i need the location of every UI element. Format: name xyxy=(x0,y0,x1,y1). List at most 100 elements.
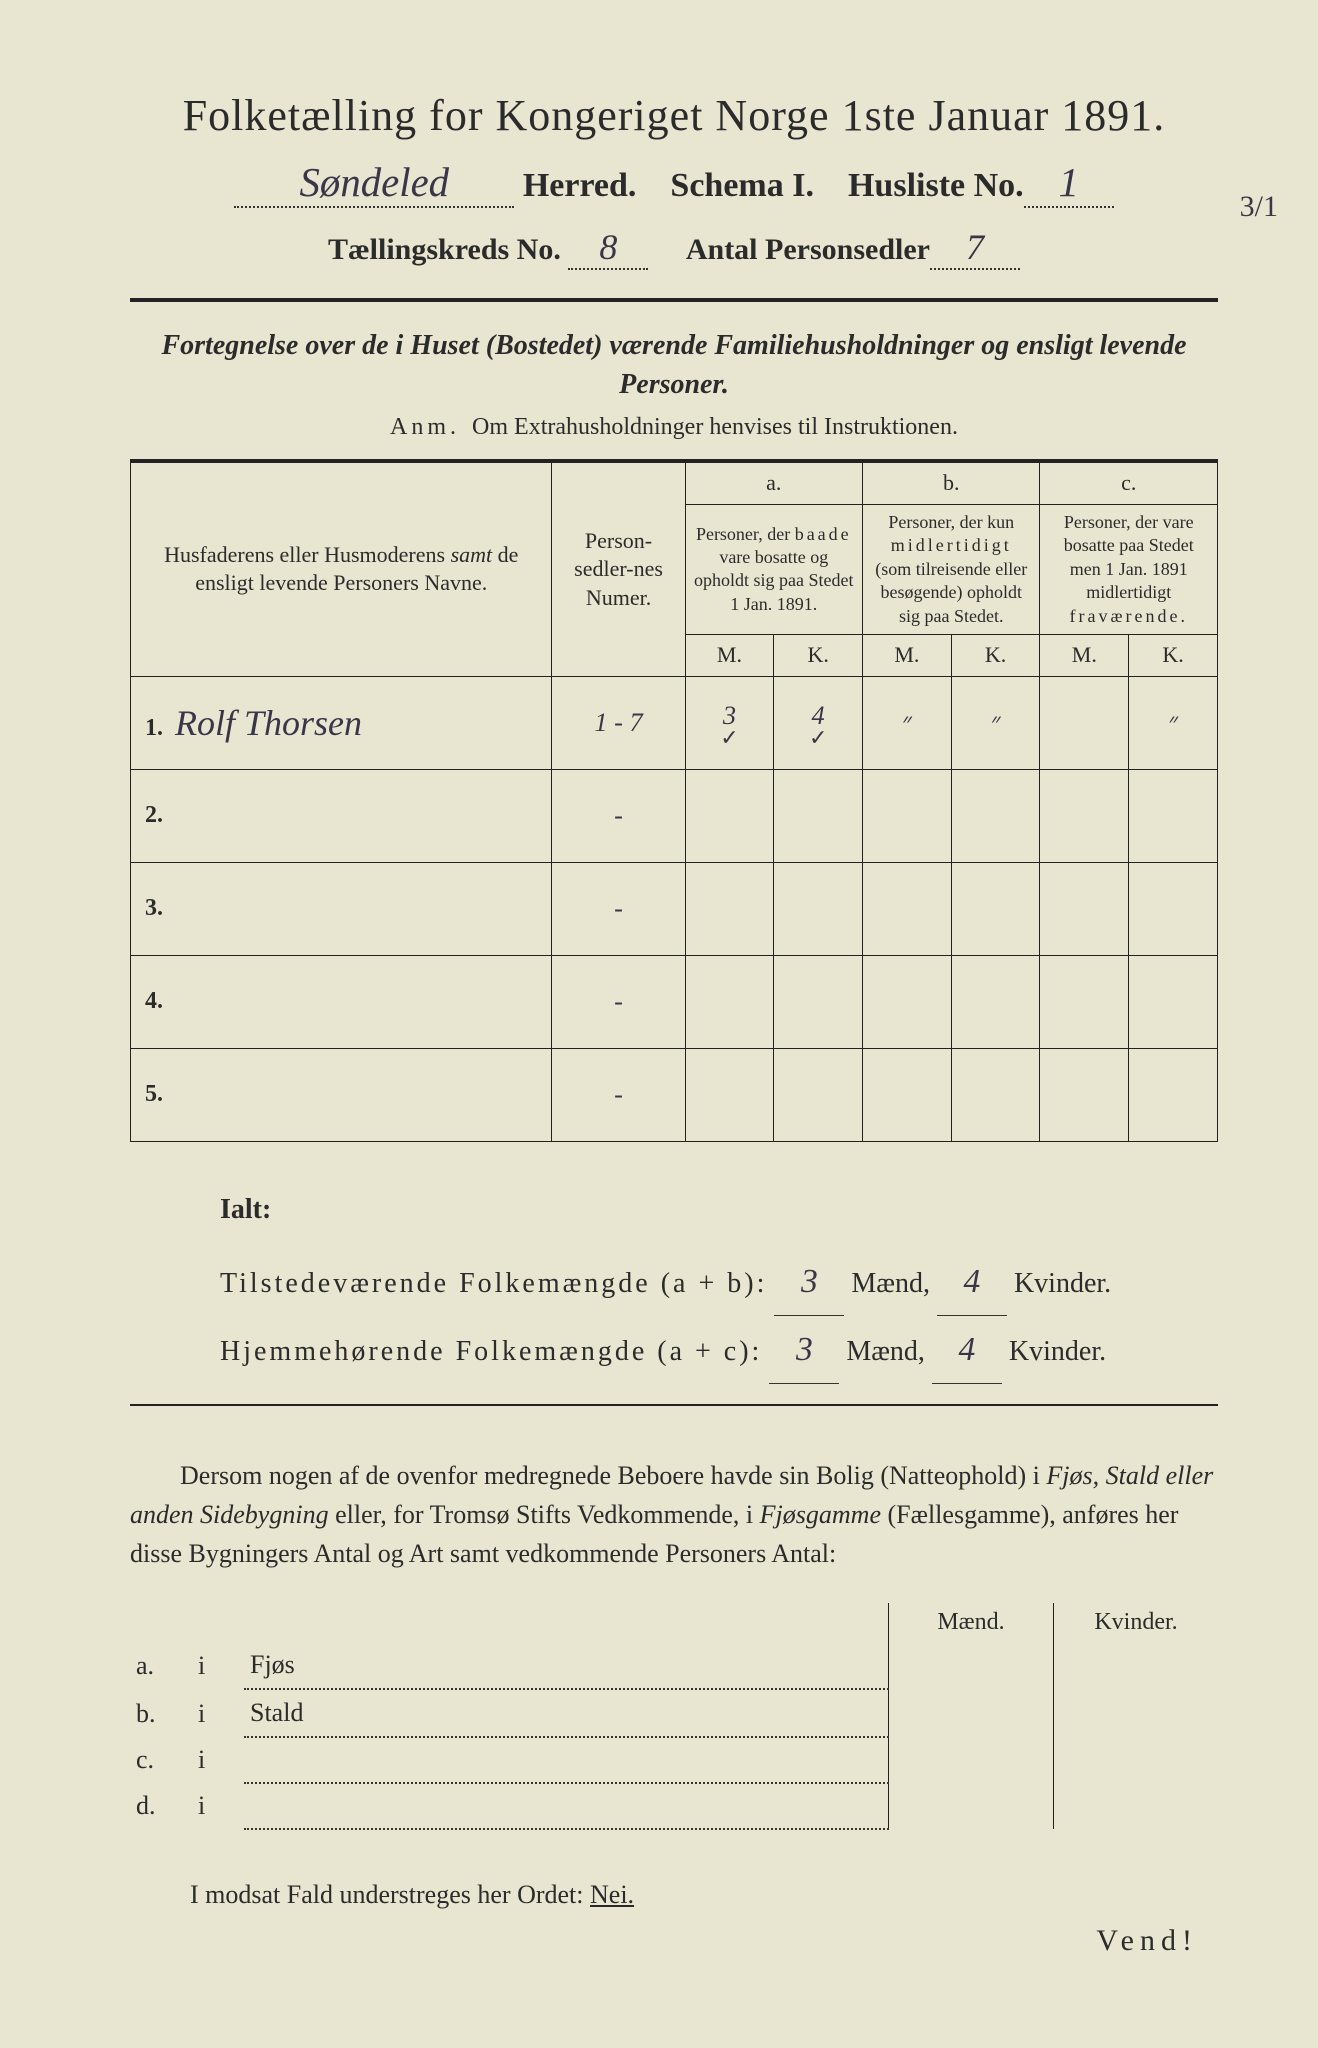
side-key: c. xyxy=(130,1737,192,1783)
side-kvinder-cell xyxy=(1054,1689,1219,1737)
maend-label-1: Mænd, xyxy=(851,1268,930,1299)
cell-b_m xyxy=(863,769,952,862)
cell-b_m xyxy=(863,1048,952,1141)
cell-a_k: 4✓ xyxy=(774,676,863,769)
cell-num: - xyxy=(552,955,685,1048)
row-name-cell: 5. xyxy=(131,1048,552,1141)
antal-label: Antal Personsedler xyxy=(686,233,930,266)
cell-c_k xyxy=(1129,955,1218,1048)
rule-2 xyxy=(130,1404,1218,1406)
cell-a_m xyxy=(685,862,774,955)
herred-label: Herred. xyxy=(523,167,637,204)
cell-num: - xyxy=(552,862,685,955)
census-document-page: Folketælling for Kongeriget Norge 1ste J… xyxy=(0,0,1318,2048)
nei-pre: I modsat Fald understreges her Ordet: xyxy=(190,1880,590,1909)
cell-num: 1 - 7 xyxy=(552,676,685,769)
cell-value: - xyxy=(614,986,623,1016)
para-2: eller, for Tromsø Stifts Vedkommende, i xyxy=(329,1500,760,1529)
table-row: 3.- xyxy=(131,862,1218,955)
side-i: i xyxy=(192,1642,244,1689)
col-a-m: M. xyxy=(685,634,774,676)
para-i2: Fjøsgamme xyxy=(760,1500,881,1529)
cell-b_k xyxy=(951,862,1040,955)
cell-a_m: 3✓ xyxy=(685,676,774,769)
table-row: 4. - xyxy=(131,955,1218,1048)
col-b-label: b. xyxy=(863,461,1040,504)
cell-a_k xyxy=(774,1048,863,1141)
cell-c_m xyxy=(1040,1048,1129,1141)
side-label xyxy=(244,1783,889,1829)
side-maend-cell xyxy=(889,1737,1054,1783)
cell-a_k xyxy=(774,955,863,1048)
cell-a_m xyxy=(685,955,774,1048)
cell-a_k xyxy=(774,862,863,955)
cell-b_k xyxy=(951,955,1040,1048)
rule-1 xyxy=(130,298,1218,302)
cell-a_m xyxy=(685,1048,774,1141)
cell-b_k: ״ xyxy=(951,676,1040,769)
kvinder-label-2: Kvinder. xyxy=(1009,1336,1106,1367)
nei-line: I modsat Fald understreges her Ordet: Ne… xyxy=(190,1880,1218,1910)
side-kvinder-cell xyxy=(1054,1737,1219,1783)
col-header-numer: Person-sedler-nes Numer. xyxy=(552,461,685,676)
totals-line-2: Hjemmehørende Folkemængde (a + c): 3 Mæn… xyxy=(220,1316,1218,1384)
side-i: i xyxy=(192,1689,244,1737)
totals-line-1: Tilstedeværende Folkemængde (a + b): 3 M… xyxy=(220,1248,1218,1316)
cell-c_m xyxy=(1040,955,1129,1048)
row-name-cell: 3. xyxy=(131,862,552,955)
anm-label: Anm. xyxy=(390,414,460,440)
cell-value: ״ xyxy=(1168,707,1178,737)
col-c-m: M. xyxy=(1040,634,1129,676)
col-a-k: K. xyxy=(774,634,863,676)
side-maend-cell xyxy=(889,1783,1054,1829)
kreds-value: 8 xyxy=(568,226,648,270)
table-row: 1.Rolf Thorsen1 - 73✓4✓״״״ xyxy=(131,676,1218,769)
schema-label: Schema I. xyxy=(670,167,814,204)
anm-line: Anm. Om Extrahusholdninger henvises til … xyxy=(130,414,1218,441)
cell-num: - xyxy=(552,1048,685,1141)
side-key: b. xyxy=(130,1689,192,1737)
row-name-cell: 2. xyxy=(131,769,552,862)
kreds-label: Tællingskreds No. xyxy=(328,233,561,266)
cell-b_k xyxy=(951,769,1040,862)
row-name-cell: 4. xyxy=(131,955,552,1048)
side-kvinder-cell xyxy=(1054,1642,1219,1689)
table-row: 5. - xyxy=(131,1048,1218,1141)
herred-value: Søndeled xyxy=(234,159,514,208)
check-mark-icon: ✓ xyxy=(694,731,766,744)
col-header-names: Husfaderens eller Husmoderens samt de en… xyxy=(131,461,552,676)
header-line-2: Søndeled Herred. Schema I. Husliste No.1 xyxy=(130,159,1218,208)
col-a-label: a. xyxy=(685,461,862,504)
side-kvinder-cell xyxy=(1054,1783,1219,1829)
cell-value: - xyxy=(614,1079,623,1109)
husliste-value: 1 xyxy=(1024,159,1114,208)
side-row: d.i xyxy=(130,1783,1218,1829)
col-c-label: c. xyxy=(1040,461,1218,504)
cell-c_k: ״ xyxy=(1129,676,1218,769)
cell-c_k xyxy=(1129,769,1218,862)
nei-word: Nei. xyxy=(590,1880,634,1909)
cell-c_m xyxy=(1040,769,1129,862)
side-maend-cell xyxy=(889,1689,1054,1737)
side-building-table: Mænd. Kvinder. a.iFjøs b.iStald c.id.i xyxy=(130,1603,1218,1830)
tilstede-m: 3 xyxy=(774,1248,844,1316)
cell-c_m xyxy=(1040,862,1129,955)
side-row: b.iStald xyxy=(130,1689,1218,1737)
maend-label-2: Mænd, xyxy=(846,1336,925,1367)
vend-label: Vend! xyxy=(1096,1924,1198,1958)
margin-note: 3/1 xyxy=(1240,190,1278,224)
row-number: 2. xyxy=(145,802,175,829)
side-i: i xyxy=(192,1737,244,1783)
side-key: a. xyxy=(130,1642,192,1689)
antal-value: 7 xyxy=(930,226,1020,270)
cell-b_m xyxy=(863,862,952,955)
col-c-k: K. xyxy=(1129,634,1218,676)
hjemme-label: Hjemmehørende Folkemængde (a + c): xyxy=(220,1336,762,1367)
row-number: 4. xyxy=(145,988,175,1015)
side-row: c.i xyxy=(130,1737,1218,1783)
side-maend-header: Mænd. xyxy=(889,1603,1054,1642)
side-key: d. xyxy=(130,1783,192,1829)
cell-b_m: ״ xyxy=(863,676,952,769)
col-a-text: Personer, der baade vare bosatte og opho… xyxy=(685,504,862,634)
side-kvinder-header: Kvinder. xyxy=(1054,1603,1219,1642)
